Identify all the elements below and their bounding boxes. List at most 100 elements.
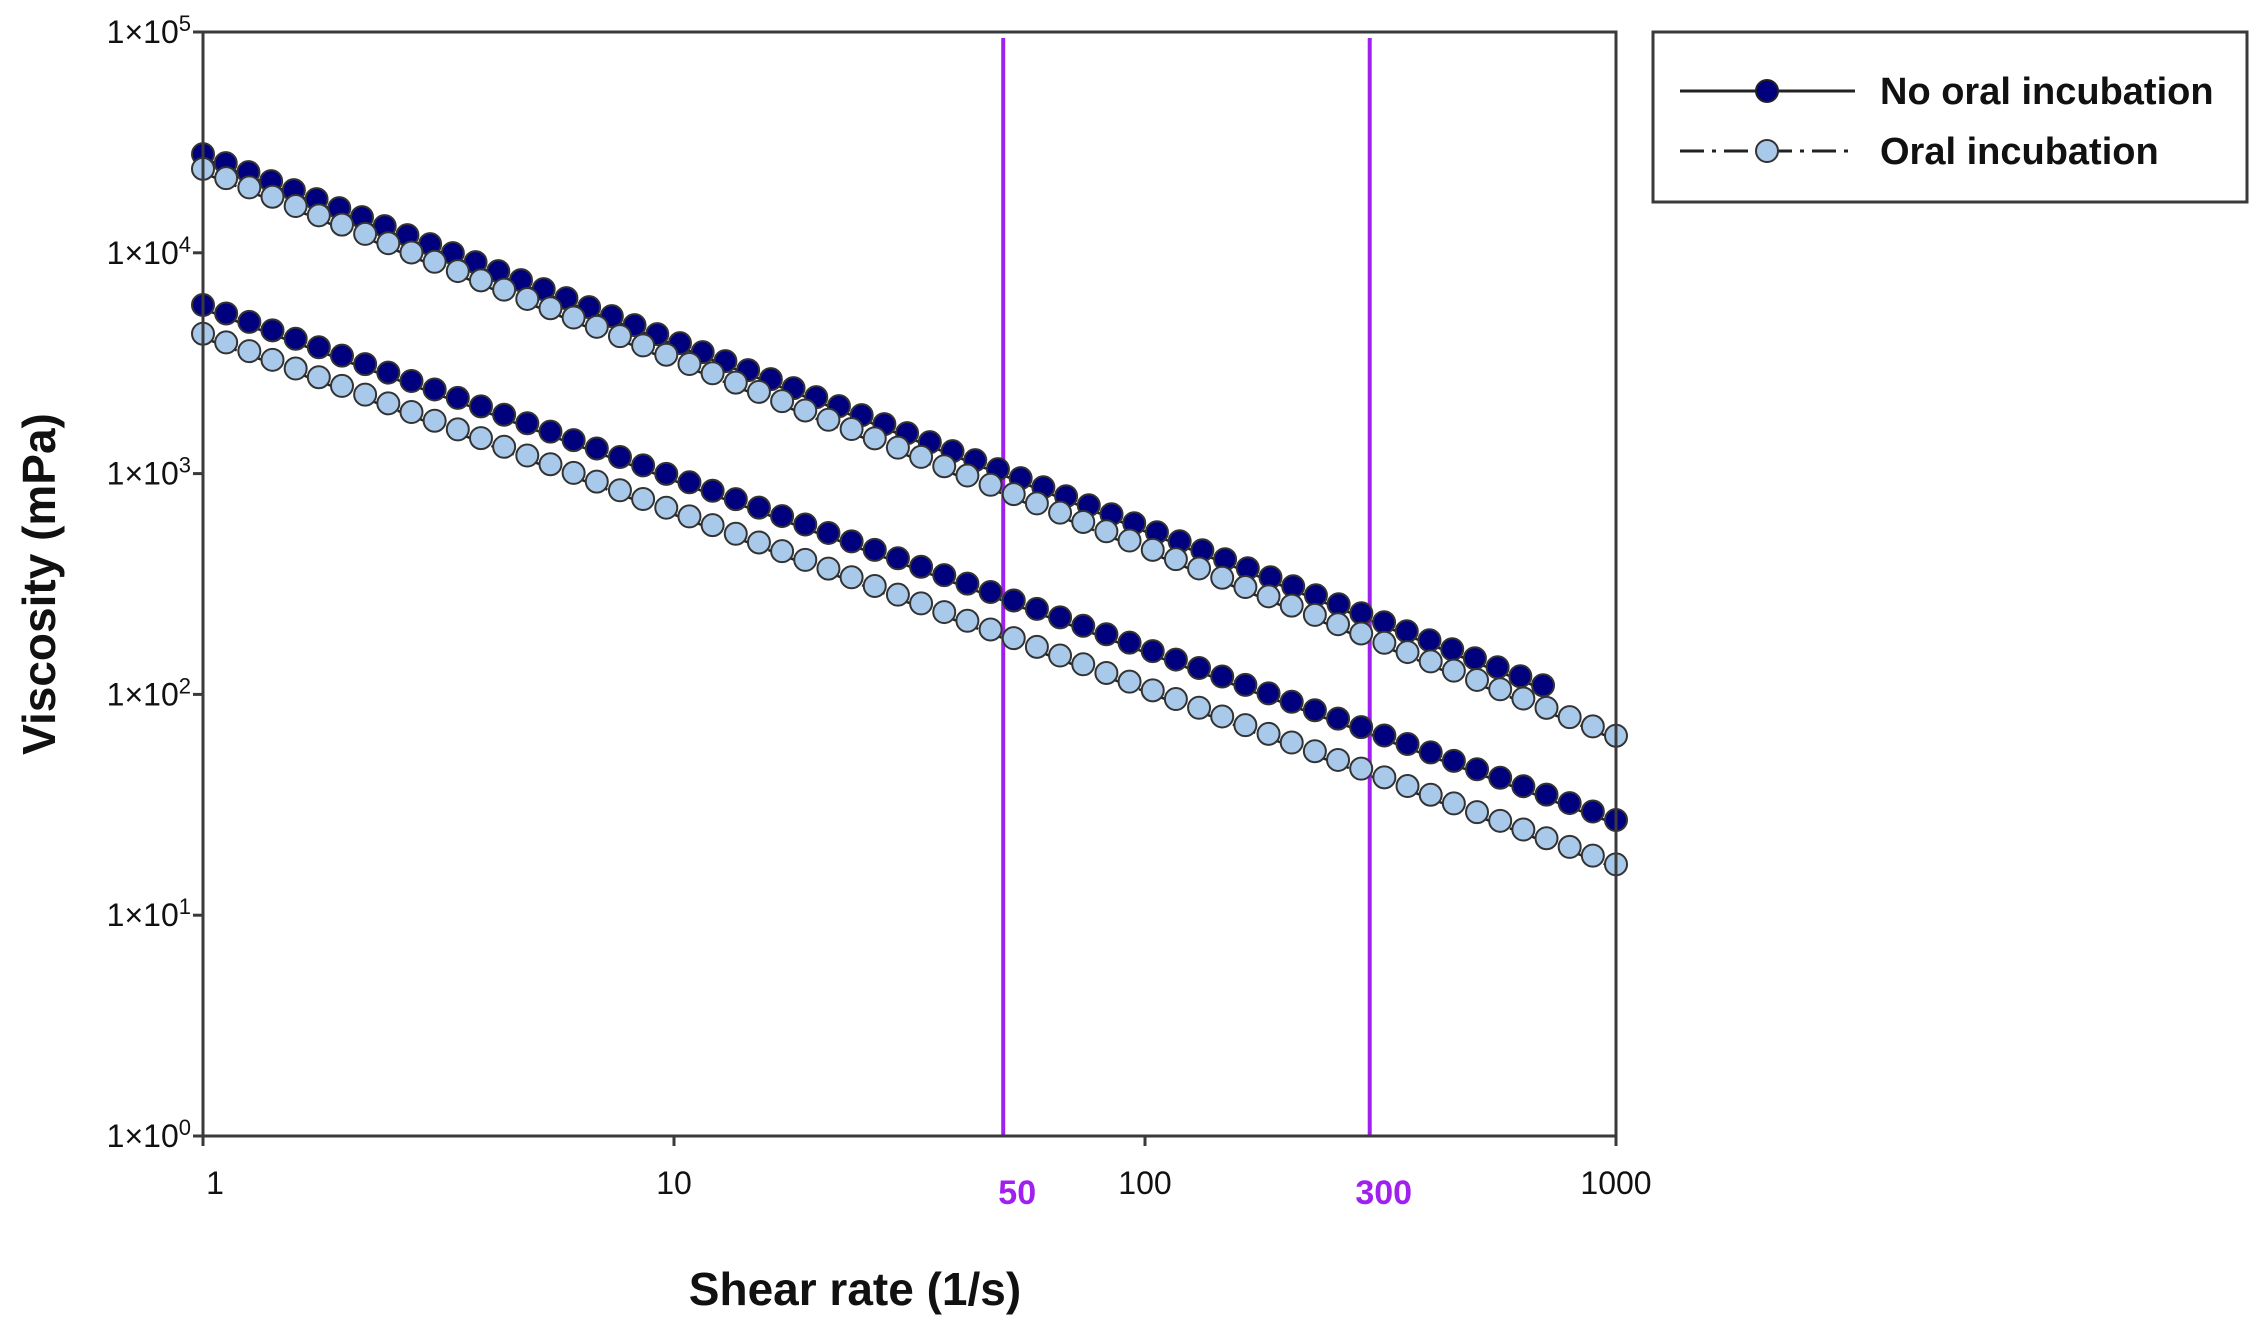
data-point-lower-oral bbox=[492, 434, 517, 459]
data-point-lower-oral bbox=[1395, 774, 1420, 799]
data-point-lower-no-oral bbox=[909, 554, 934, 579]
data-point-lower-no-oral bbox=[1418, 740, 1443, 765]
data-point-upper-oral bbox=[1441, 658, 1466, 683]
data-point-lower-no-oral bbox=[260, 318, 285, 343]
data-point-lower-oral bbox=[1210, 704, 1235, 729]
data-point-lower-no-oral bbox=[607, 444, 632, 469]
data-point-lower-no-oral bbox=[1117, 630, 1142, 655]
x-tick-label-100: 100 bbox=[1118, 1165, 1171, 1201]
data-point-lower-no-oral bbox=[1233, 672, 1258, 697]
data-point-upper-no-oral bbox=[1326, 592, 1351, 617]
data-point-lower-oral bbox=[376, 391, 401, 416]
data-point-lower-no-oral bbox=[1024, 596, 1049, 621]
data-point-lower-no-oral bbox=[1140, 639, 1165, 664]
data-point-lower-no-oral bbox=[1210, 664, 1235, 689]
data-point-upper-oral bbox=[1117, 528, 1142, 553]
data-point-lower-oral bbox=[1557, 834, 1582, 859]
data-point-upper-oral bbox=[214, 166, 239, 191]
data-point-upper-oral bbox=[839, 417, 864, 442]
data-point-lower-no-oral bbox=[1488, 765, 1513, 790]
data-point-upper-oral bbox=[793, 398, 818, 423]
data-point-lower-oral bbox=[561, 460, 586, 485]
y-axis-title: Viscosity (mPa) bbox=[13, 413, 65, 755]
data-point-lower-no-oral bbox=[376, 360, 401, 385]
x-tick-label-1000: 1000 bbox=[1580, 1165, 1651, 1201]
data-point-upper-oral bbox=[932, 454, 957, 479]
data-point-lower-no-oral bbox=[1534, 782, 1559, 807]
data-point-lower-oral bbox=[909, 591, 934, 616]
data-point-lower-no-oral bbox=[445, 385, 470, 410]
data-point-upper-oral bbox=[1372, 630, 1397, 655]
data-point-upper-oral bbox=[1210, 565, 1235, 590]
x-axis-ticks: 1 10 100 1000 bbox=[201, 1136, 1652, 1201]
data-point-lower-no-oral bbox=[584, 436, 609, 461]
data-point-lower-no-oral bbox=[1256, 681, 1281, 706]
data-point-lower-no-oral bbox=[746, 495, 771, 520]
data-point-upper-no-oral bbox=[1508, 664, 1533, 689]
data-point-upper-no-oral bbox=[1417, 628, 1442, 653]
data-point-lower-no-oral bbox=[1048, 605, 1073, 630]
data-point-lower-no-oral bbox=[700, 478, 725, 503]
data-point-lower-oral bbox=[260, 347, 285, 372]
data-point-lower-oral bbox=[1372, 765, 1397, 790]
data-point-lower-no-oral bbox=[492, 402, 517, 427]
data-point-upper-oral bbox=[816, 407, 841, 432]
data-point-upper-oral bbox=[955, 463, 980, 488]
data-point-upper-oral bbox=[770, 389, 795, 414]
reference-lines: 50 300 bbox=[998, 38, 1412, 1212]
y-tick-label-4: 1×104 bbox=[107, 231, 191, 271]
data-point-upper-no-oral bbox=[1349, 601, 1374, 626]
data-point-lower-no-oral bbox=[1279, 689, 1304, 714]
data-point-lower-oral bbox=[214, 330, 239, 355]
data-point-lower-oral bbox=[1001, 626, 1026, 651]
y-tick-label-0: 1×100 bbox=[107, 1115, 191, 1155]
data-point-lower-no-oral bbox=[329, 343, 354, 368]
data-point-lower-no-oral bbox=[1071, 613, 1096, 638]
data-point-upper-oral bbox=[1326, 612, 1351, 637]
data-point-lower-no-oral bbox=[1511, 774, 1536, 799]
data-point-upper-oral bbox=[1302, 602, 1327, 627]
data-point-upper-no-oral bbox=[1303, 583, 1328, 608]
data-point-lower-oral bbox=[839, 565, 864, 590]
legend-marker-no-oral bbox=[1755, 79, 1779, 103]
data-point-lower-oral bbox=[422, 408, 447, 433]
data-point-lower-no-oral bbox=[723, 487, 748, 512]
legend-box bbox=[1651, 30, 2249, 204]
data-point-lower-oral bbox=[1187, 695, 1212, 720]
data-point-lower-oral bbox=[793, 547, 818, 572]
data-point-lower-no-oral bbox=[353, 352, 378, 377]
y-tick-label-3: 1×103 bbox=[107, 452, 191, 492]
data-point-lower-oral bbox=[1279, 730, 1304, 755]
data-point-lower-no-oral bbox=[1395, 731, 1420, 756]
data-point-lower-no-oral bbox=[654, 461, 679, 486]
plot-frame bbox=[201, 30, 1618, 1138]
data-point-upper-no-oral bbox=[1531, 673, 1556, 698]
data-point-lower-oral bbox=[1024, 634, 1049, 659]
data-point-upper-oral bbox=[1465, 667, 1490, 692]
data-point-lower-oral bbox=[746, 530, 771, 555]
data-point-upper-oral bbox=[376, 231, 401, 256]
data-point-upper-oral bbox=[306, 203, 331, 228]
y-tick-label-5: 1×105 bbox=[107, 11, 191, 51]
data-point-lower-no-oral bbox=[885, 546, 910, 571]
data-point-lower-oral bbox=[1349, 756, 1374, 781]
data-point-lower-no-oral bbox=[1557, 791, 1582, 816]
data-point-upper-oral bbox=[1580, 714, 1605, 739]
data-point-lower-oral bbox=[584, 469, 609, 494]
data-point-lower-no-oral bbox=[1372, 723, 1397, 748]
data-point-lower-oral bbox=[1418, 782, 1443, 807]
data-point-lower-no-oral bbox=[816, 520, 841, 545]
data-point-upper-oral bbox=[1279, 593, 1304, 618]
data-point-lower-no-oral bbox=[1580, 799, 1605, 824]
data-point-lower-no-oral bbox=[793, 512, 818, 537]
data-point-lower-oral bbox=[1326, 747, 1351, 772]
data-point-upper-oral bbox=[237, 175, 262, 200]
data-point-lower-no-oral bbox=[1302, 698, 1327, 723]
data-point-upper-oral bbox=[1094, 519, 1119, 544]
data-point-upper-oral bbox=[515, 286, 540, 311]
data-point-lower-oral bbox=[978, 617, 1003, 642]
data-point-lower-oral bbox=[607, 478, 632, 503]
data-point-lower-oral bbox=[1511, 817, 1536, 842]
data-point-upper-oral bbox=[283, 194, 308, 219]
data-point-lower-no-oral bbox=[468, 394, 493, 419]
